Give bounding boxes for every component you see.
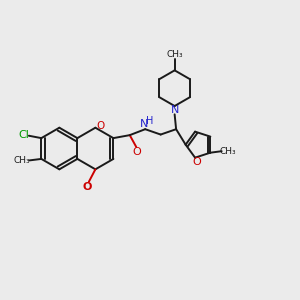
Text: O: O (97, 121, 105, 131)
Text: O: O (192, 158, 201, 167)
Text: CH₃: CH₃ (166, 50, 183, 59)
Text: O: O (133, 147, 141, 157)
Text: O: O (83, 182, 92, 192)
Text: CH₃: CH₃ (13, 156, 30, 165)
Text: H: H (146, 116, 153, 126)
Text: Cl: Cl (18, 130, 29, 140)
Text: N: N (140, 119, 148, 129)
Text: N: N (170, 105, 179, 115)
Text: CH₃: CH₃ (220, 147, 236, 156)
